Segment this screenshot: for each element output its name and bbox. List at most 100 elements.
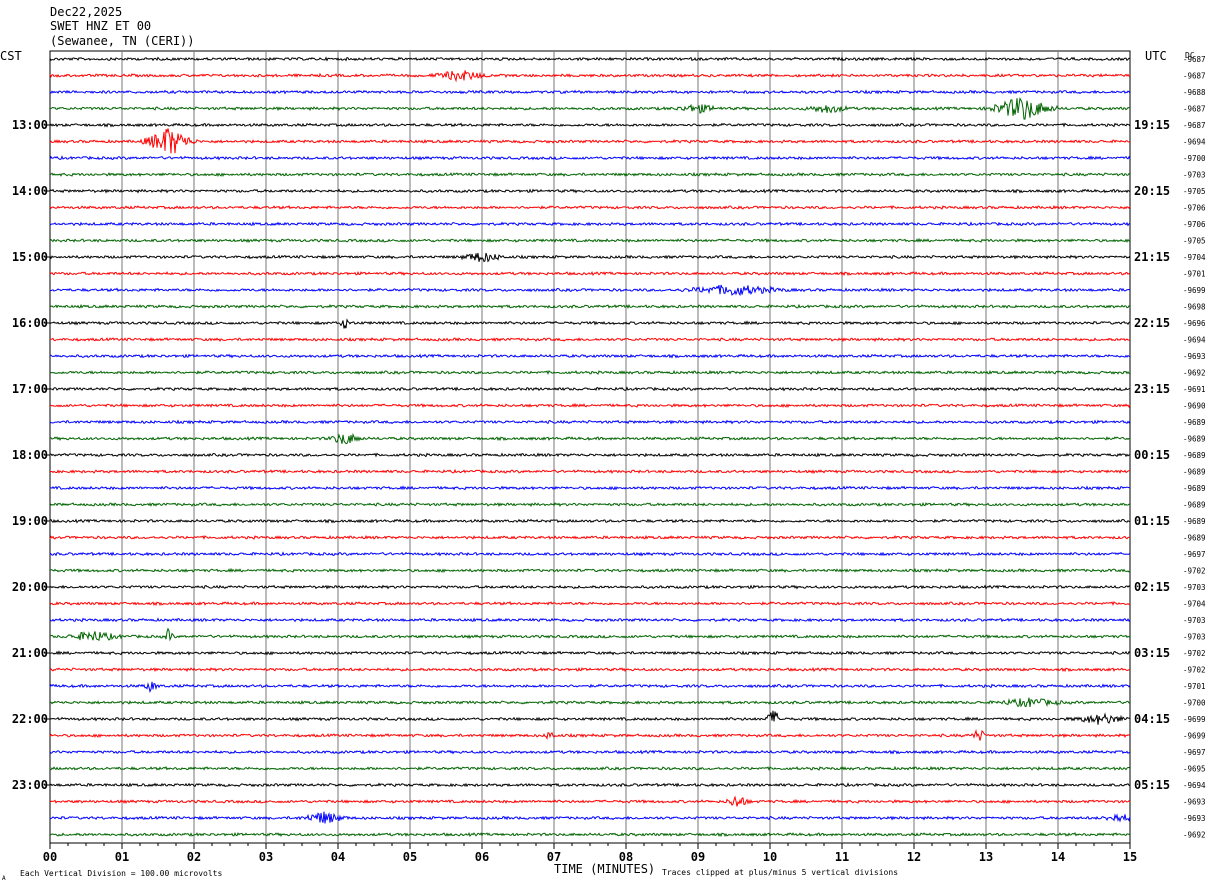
dc-offset-label: -9692 bbox=[1183, 831, 1206, 840]
trace-line bbox=[49, 303, 1131, 309]
x-tick-label: 05 bbox=[403, 850, 417, 864]
dc-offset-label: -9700 bbox=[1183, 699, 1206, 708]
trace-line bbox=[49, 534, 1130, 540]
trace-line bbox=[49, 617, 1131, 623]
seismic-traces bbox=[49, 56, 1131, 838]
x-tick-label: 03 bbox=[259, 850, 273, 864]
trace-line bbox=[49, 749, 1131, 755]
trace-line bbox=[49, 765, 1131, 771]
trace-labels: -9687 -9687 -9688 -9687 -9687 -9694 -9700 -9703… bbox=[12, 55, 1206, 840]
x-tick-label: 13 bbox=[979, 850, 993, 864]
dc-offset-label: -9689 bbox=[1183, 435, 1206, 444]
x-tick-label: 09 bbox=[691, 850, 705, 864]
dc-offset-label: -9687 bbox=[1183, 55, 1206, 64]
dc-offset-label: -9697 bbox=[1183, 550, 1206, 559]
trace-line bbox=[49, 70, 1131, 83]
dc-offset-label: -9698 bbox=[1183, 303, 1206, 312]
plot-frame bbox=[49, 50, 1131, 844]
dc-offset-label: -9687 bbox=[1183, 121, 1206, 130]
right-hour-label: 21:15 bbox=[1134, 250, 1170, 264]
x-tick-label: 14 bbox=[1051, 850, 1065, 864]
dc-offset-label: -9694 bbox=[1183, 781, 1206, 790]
dc-offset-label: -9703 bbox=[1183, 633, 1206, 642]
x-tick-label: 12 bbox=[907, 850, 921, 864]
dc-offset-label: -9696 bbox=[1183, 319, 1206, 328]
trace-line bbox=[49, 485, 1131, 491]
trace-line bbox=[49, 601, 1131, 607]
dc-offset-label: -9697 bbox=[1183, 748, 1206, 757]
dc-offset-label: -9691 bbox=[1183, 385, 1206, 394]
trace-line bbox=[49, 386, 1131, 392]
right-hour-label: 05:15 bbox=[1134, 778, 1170, 792]
trace-line bbox=[49, 155, 1131, 161]
trace-line bbox=[50, 171, 1131, 178]
trace-line bbox=[49, 666, 1131, 673]
trace-line bbox=[49, 270, 1131, 277]
trace-line bbox=[49, 811, 1131, 824]
trace-line bbox=[49, 318, 1131, 329]
trace-line bbox=[49, 782, 1131, 788]
left-hour-label: 17:00 bbox=[12, 382, 48, 396]
right-hour-label: 00:15 bbox=[1134, 448, 1170, 462]
trace-line bbox=[49, 795, 1131, 807]
dc-offset-label: -9701 bbox=[1183, 682, 1206, 691]
dc-offset-label: -9688 bbox=[1183, 88, 1206, 97]
x-tick-label: 07 bbox=[547, 850, 561, 864]
left-zone-label: CST bbox=[0, 49, 22, 63]
right-hour-label: 02:15 bbox=[1134, 580, 1170, 594]
trace-line bbox=[49, 89, 1131, 95]
trace-line bbox=[49, 567, 1131, 574]
dc-offset-label: -9699 bbox=[1183, 732, 1206, 741]
clip-note: Traces clipped at plus/minus 5 vertical … bbox=[662, 868, 898, 877]
x-tick-label: 02 bbox=[187, 850, 201, 864]
dc-offset-label: -9689 bbox=[1183, 468, 1206, 477]
x-tick-label: 06 bbox=[475, 850, 489, 864]
trace-line bbox=[49, 729, 1131, 741]
dc-offset-label: -9689 bbox=[1183, 534, 1206, 543]
dc-offset-label: -9687 bbox=[1183, 105, 1206, 114]
x-tick-label: 11 bbox=[835, 850, 849, 864]
dc-offset-label: -9703 bbox=[1183, 171, 1206, 180]
scale-note: Each Vertical Division = 100.00 microvol… bbox=[20, 869, 222, 878]
dc-offset-label: -9692 bbox=[1183, 369, 1206, 378]
dc-offset-label: -9689 bbox=[1183, 484, 1206, 493]
trace-line bbox=[49, 681, 1131, 693]
trace-line bbox=[49, 56, 1131, 62]
left-hour-label: 14:00 bbox=[12, 184, 48, 198]
dc-offset-label: -9705 bbox=[1183, 237, 1206, 246]
trace-line bbox=[49, 284, 1131, 297]
dc-offset-label: -9689 bbox=[1183, 418, 1206, 427]
x-tick-label: 15 bbox=[1123, 850, 1137, 864]
x-tick-label: 01 bbox=[115, 850, 129, 864]
trace-line bbox=[49, 831, 1131, 838]
trace-line bbox=[49, 468, 1131, 474]
trace-line bbox=[49, 221, 1131, 227]
dc-offset-label: -9703 bbox=[1183, 616, 1206, 625]
left-hour-label: 22:00 bbox=[12, 712, 48, 726]
dc-offset-label: -9693 bbox=[1183, 814, 1206, 823]
dc-offset-label: -9704 bbox=[1183, 600, 1206, 609]
left-hour-label: 21:00 bbox=[12, 646, 48, 660]
dc-offset-label: -9703 bbox=[1183, 583, 1206, 592]
left-hour-label: 15:00 bbox=[12, 250, 48, 264]
trace-line bbox=[49, 650, 1131, 656]
trace-line bbox=[50, 432, 1131, 445]
right-hour-label: 04:15 bbox=[1134, 712, 1170, 726]
x-tick-label: 10 bbox=[763, 850, 777, 864]
right-hour-label: 20:15 bbox=[1134, 184, 1170, 198]
dc-offset-label: -9689 bbox=[1183, 517, 1206, 526]
corner-mark: A bbox=[2, 875, 6, 882]
dc-offset-label: -9705 bbox=[1183, 187, 1206, 196]
dc-offset-label: -9694 bbox=[1183, 138, 1206, 147]
trace-line bbox=[49, 188, 1131, 194]
trace-line bbox=[49, 518, 1131, 524]
dc-offset-label: -9702 bbox=[1183, 567, 1206, 576]
trace-line bbox=[49, 369, 1130, 375]
x-tick-label: 08 bbox=[619, 850, 633, 864]
trace-line bbox=[50, 336, 1131, 343]
dc-offset-label: -9699 bbox=[1183, 715, 1206, 724]
minute-grid: 00 01 02 03 04 05 06 07 08 09 10 11 12 13 14 15 bbox=[43, 50, 1137, 864]
right-hour-label: 19:15 bbox=[1134, 118, 1170, 132]
dc-offset-label: -9690 bbox=[1183, 402, 1206, 411]
dc-offset-label: -9689 bbox=[1183, 501, 1206, 510]
